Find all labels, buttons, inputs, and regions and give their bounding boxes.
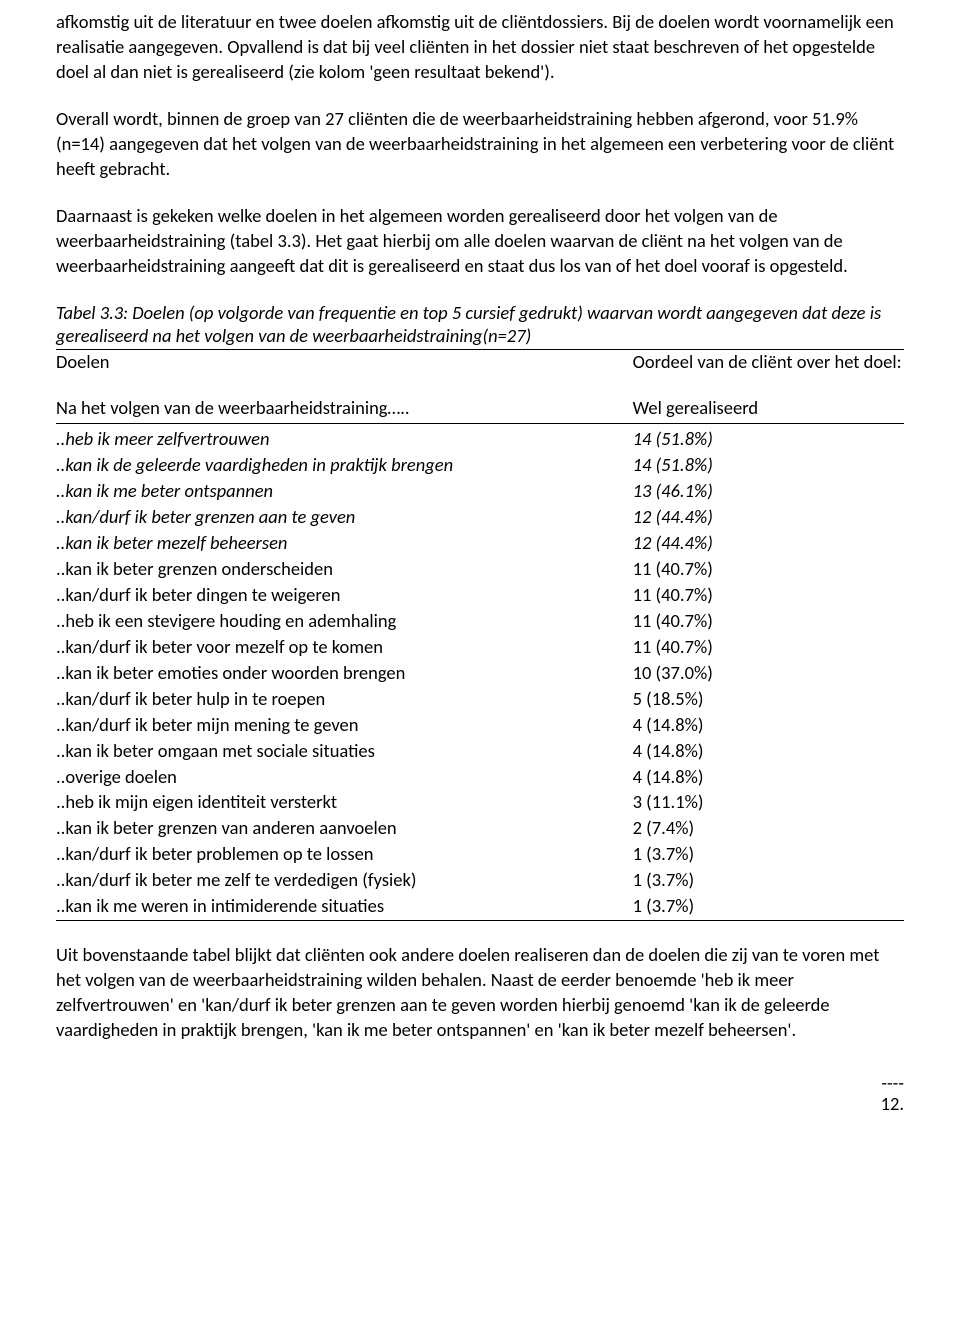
table-row: ..overige doelen4 (14.8%) [56, 765, 904, 791]
goal-value: 4 (14.8%) [633, 739, 904, 765]
table-subheader-left: Na het volgen van de weerbaarheidstraini… [56, 376, 633, 423]
table-subheader-right: Wel gerealiseerd [633, 376, 904, 423]
goal-label: ..kan ik me weren in intimiderende situa… [56, 894, 633, 920]
goal-value: 1 (3.7%) [633, 894, 904, 920]
goal-label: ..kan ik beter omgaan met sociale situat… [56, 739, 633, 765]
table-header-row: Doelen Oordeel van de cliënt over het do… [56, 349, 904, 375]
goal-label: ..kan/durf ik beter dingen te weigeren [56, 583, 633, 609]
goal-label: ..kan/durf ik beter voor mezelf op te ko… [56, 635, 633, 661]
goal-label: ..heb ik meer zelfvertrouwen [56, 427, 633, 453]
table-header-left: Doelen [56, 349, 633, 375]
table-subheader-row: Na het volgen van de weerbaarheidstraini… [56, 376, 904, 423]
paragraph-1: afkomstig uit de literatuur en twee doel… [56, 10, 904, 85]
goal-label: ..overige doelen [56, 765, 633, 791]
table-row: ..kan ik beter emoties onder woorden bre… [56, 661, 904, 687]
table-row: ..kan ik beter grenzen onderscheiden11 (… [56, 557, 904, 583]
goal-label: ..heb ik een stevigere houding en ademha… [56, 609, 633, 635]
goal-label: ..kan/durf ik beter me zelf te verdedige… [56, 868, 633, 894]
goal-value: 4 (14.8%) [633, 713, 904, 739]
table-row: ..kan ik beter omgaan met sociale situat… [56, 739, 904, 765]
goal-label: ..kan ik beter emoties onder woorden bre… [56, 661, 633, 687]
table-row: ..kan/durf ik beter mijn mening te geven… [56, 713, 904, 739]
goal-label: ..kan ik me beter ontspannen [56, 479, 633, 505]
table-row: ..kan ik de geleerde vaardigheden in pra… [56, 453, 904, 479]
table-row: ..kan ik beter grenzen van anderen aanvo… [56, 816, 904, 842]
goal-label: ..kan ik de geleerde vaardigheden in pra… [56, 453, 633, 479]
goal-value: 11 (40.7%) [633, 583, 904, 609]
table-row: ..kan/durf ik beter me zelf te verdedige… [56, 868, 904, 894]
goal-value: 11 (40.7%) [633, 635, 904, 661]
paragraph-2: Overall wordt, binnen de groep van 27 cl… [56, 107, 904, 182]
paragraph-3: Daarnaast is gekeken welke doelen in het… [56, 204, 904, 279]
table-row: ..kan ik beter mezelf beheersen12 (44.4%… [56, 531, 904, 557]
goal-value: 1 (3.7%) [633, 868, 904, 894]
goal-label: ..kan/durf ik beter mijn mening te geven [56, 713, 633, 739]
paragraph-4: Uit bovenstaande tabel blijkt dat cliënt… [56, 943, 904, 1043]
goal-value: 12 (44.4%) [633, 531, 904, 557]
goal-label: ..kan ik beter mezelf beheersen [56, 531, 633, 557]
goal-value: 13 (46.1%) [633, 479, 904, 505]
goal-value: 14 (51.8%) [633, 453, 904, 479]
table-row: ..kan ik me weren in intimiderende situa… [56, 894, 904, 920]
page-number: 12. [881, 1092, 904, 1115]
goals-table: Doelen Oordeel van de cliënt over het do… [56, 349, 904, 921]
goal-label: ..kan ik beter grenzen onderscheiden [56, 557, 633, 583]
goal-value: 14 (51.8%) [633, 427, 904, 453]
goal-value: 11 (40.7%) [633, 609, 904, 635]
goal-value: 12 (44.4%) [633, 505, 904, 531]
goal-label: ..kan/durf ik beter grenzen aan te geven [56, 505, 633, 531]
goal-label: ..kan/durf ik beter hulp in te roepen [56, 687, 633, 713]
table-row: ..heb ik mijn eigen identiteit versterkt… [56, 790, 904, 816]
goal-value: 1 (3.7%) [633, 842, 904, 868]
goal-value: 5 (18.5%) [633, 687, 904, 713]
goal-label: ..heb ik mijn eigen identiteit versterkt [56, 790, 633, 816]
table-row: ..kan/durf ik beter problemen op te loss… [56, 842, 904, 868]
page-footer: ---- 12. [56, 1073, 904, 1114]
table-row: ..heb ik meer zelfvertrouwen14 (51.8%) [56, 427, 904, 453]
goal-label: ..kan/durf ik beter problemen op te loss… [56, 842, 633, 868]
table-caption: Tabel 3.3: Doelen (op volgorde van frequ… [56, 301, 904, 347]
table-row: ..kan/durf ik beter voor mezelf op te ko… [56, 635, 904, 661]
table-row: ..kan/durf ik beter hulp in te roepen5 (… [56, 687, 904, 713]
goal-value: 4 (14.8%) [633, 765, 904, 791]
goal-value: 2 (7.4%) [633, 816, 904, 842]
goal-value: 3 (11.1%) [633, 790, 904, 816]
table-row: ..kan ik me beter ontspannen13 (46.1%) [56, 479, 904, 505]
table-header-right: Oordeel van de cliënt over het doel: [633, 349, 904, 375]
table-row: ..kan/durf ik beter dingen te weigeren11… [56, 583, 904, 609]
table-row: ..heb ik een stevigere houding en ademha… [56, 609, 904, 635]
table-row: ..kan/durf ik beter grenzen aan te geven… [56, 505, 904, 531]
goal-value: 11 (40.7%) [633, 557, 904, 583]
goal-label: ..kan ik beter grenzen van anderen aanvo… [56, 816, 633, 842]
goal-value: 10 (37.0%) [633, 661, 904, 687]
